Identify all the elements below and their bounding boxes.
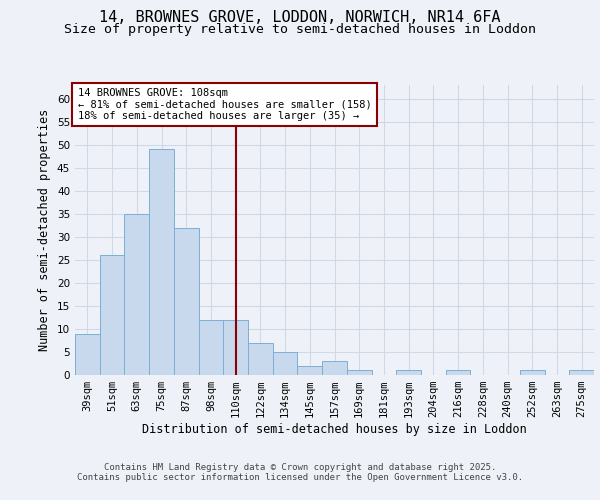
- Bar: [75, 334, 100, 375]
- Bar: [520, 370, 545, 375]
- X-axis label: Distribution of semi-detached houses by size in Loddon: Distribution of semi-detached houses by …: [142, 423, 527, 436]
- Text: 14 BROWNES GROVE: 108sqm
← 81% of semi-detached houses are smaller (158)
18% of : 14 BROWNES GROVE: 108sqm ← 81% of semi-d…: [77, 88, 371, 121]
- Bar: [248, 343, 273, 375]
- Bar: [446, 370, 470, 375]
- Bar: [149, 150, 174, 375]
- Bar: [223, 320, 248, 375]
- Bar: [347, 370, 371, 375]
- Bar: [322, 361, 347, 375]
- Bar: [569, 370, 594, 375]
- Bar: [124, 214, 149, 375]
- Y-axis label: Number of semi-detached properties: Number of semi-detached properties: [38, 109, 52, 351]
- Bar: [100, 256, 124, 375]
- Bar: [273, 352, 298, 375]
- Text: 14, BROWNES GROVE, LODDON, NORWICH, NR14 6FA: 14, BROWNES GROVE, LODDON, NORWICH, NR14…: [99, 10, 501, 25]
- Text: Contains HM Land Registry data © Crown copyright and database right 2025.
Contai: Contains HM Land Registry data © Crown c…: [77, 463, 523, 482]
- Bar: [199, 320, 223, 375]
- Bar: [174, 228, 199, 375]
- Bar: [298, 366, 322, 375]
- Text: Size of property relative to semi-detached houses in Loddon: Size of property relative to semi-detach…: [64, 24, 536, 36]
- Bar: [396, 370, 421, 375]
